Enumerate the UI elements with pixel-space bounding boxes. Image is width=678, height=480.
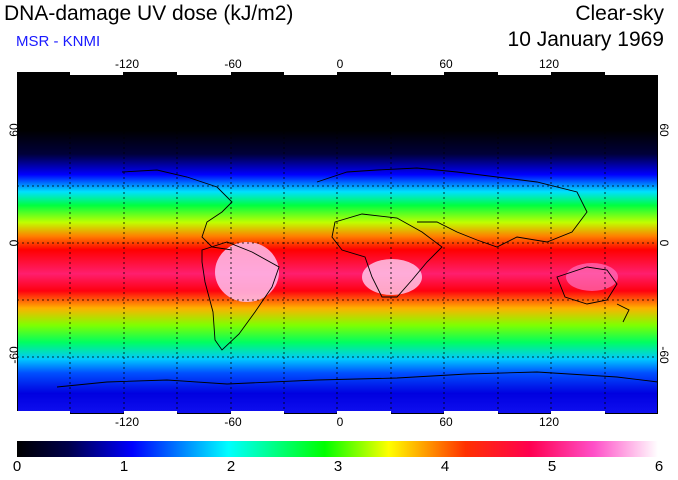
lat-tick-right: 0 [657,239,671,247]
lon-tick-bottom: 0 [336,415,344,429]
lon-tick-top: 120 [538,57,560,71]
southern-africa-hotspot [362,259,422,295]
colorbar-label: 0 [12,458,22,475]
lon-tick-bottom: -120 [114,415,140,429]
south-america-hotspot [215,242,279,302]
colorbar-label: 4 [440,458,450,475]
colorbar-label: 2 [226,458,236,475]
colorbar-label: 5 [547,458,557,475]
date-label: 10 January 1969 [507,28,664,51]
lat-tick-right: 60 [657,123,671,137]
colorbar-label: 1 [119,458,129,475]
colorbar-label: 6 [654,458,664,475]
graticule [17,72,658,414]
map-frame [17,72,658,414]
color-scale-bar [17,441,658,457]
uv-dose-map [17,72,658,414]
lon-tick-top: -120 [114,57,140,71]
lon-tick-top: 60 [439,57,453,71]
sky-condition-label: Clear-sky [575,2,664,25]
australia-hotspot [566,263,618,291]
lon-tick-bottom: -60 [224,415,242,429]
lon-tick-top: -60 [224,57,242,71]
colorbar-label: 3 [333,458,343,475]
lon-tick-bottom: 120 [538,415,560,429]
lon-tick-top: 0 [336,57,344,71]
map-title: DNA-damage UV dose (kJ/m2) [4,2,294,25]
lon-tick-bottom: 60 [439,415,453,429]
source-label: MSR - KNMI [16,33,101,50]
lat-tick-right: -60 [657,346,671,364]
coastlines [56,167,658,388]
